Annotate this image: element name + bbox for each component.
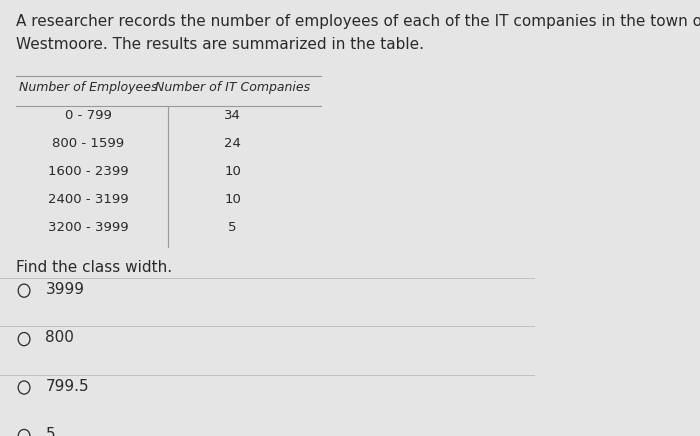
Text: 1600 - 2399: 1600 - 2399 xyxy=(48,165,129,178)
Text: Find the class width.: Find the class width. xyxy=(16,260,172,275)
Text: 10: 10 xyxy=(224,165,241,178)
Text: 0 - 799: 0 - 799 xyxy=(65,109,112,122)
Text: Westmoore. The results are summarized in the table.: Westmoore. The results are summarized in… xyxy=(16,37,424,52)
Text: Number of IT Companies: Number of IT Companies xyxy=(155,82,310,94)
Text: 34: 34 xyxy=(224,109,241,122)
Text: 3200 - 3999: 3200 - 3999 xyxy=(48,221,129,234)
Text: Number of Employees: Number of Employees xyxy=(19,82,158,94)
Text: 800: 800 xyxy=(46,330,74,345)
Text: 5: 5 xyxy=(46,427,55,436)
Text: 10: 10 xyxy=(224,193,241,206)
Text: 800 - 1599: 800 - 1599 xyxy=(52,137,125,150)
Text: 799.5: 799.5 xyxy=(46,379,89,394)
Text: 5: 5 xyxy=(228,221,237,234)
Text: A researcher records the number of employees of each of the IT companies in the : A researcher records the number of emplo… xyxy=(16,14,700,29)
Text: 24: 24 xyxy=(224,137,241,150)
Text: 2400 - 3199: 2400 - 3199 xyxy=(48,193,129,206)
Text: 3999: 3999 xyxy=(46,282,85,297)
